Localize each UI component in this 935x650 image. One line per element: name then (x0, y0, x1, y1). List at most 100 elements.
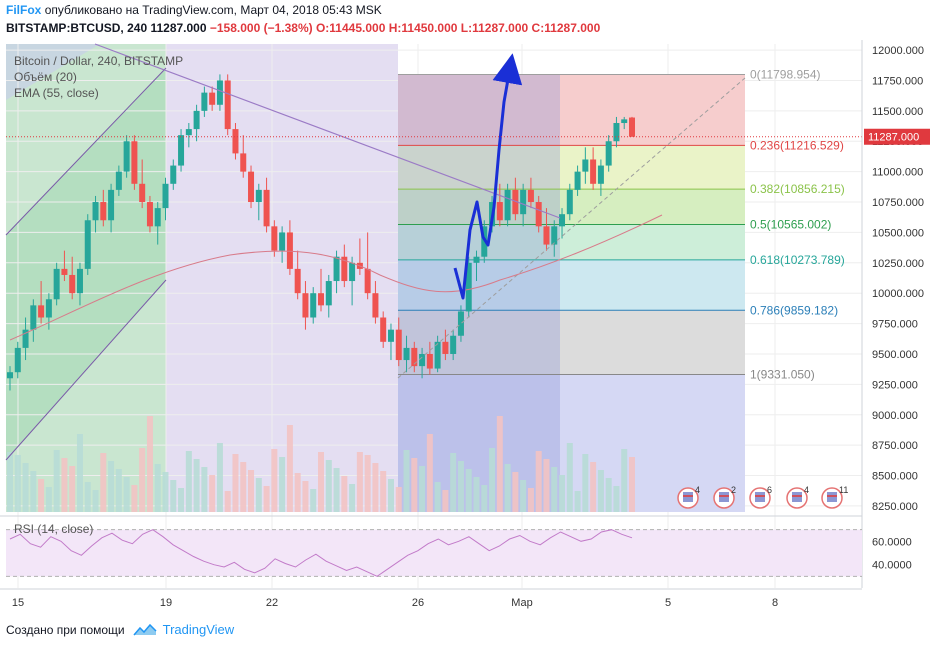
candle (38, 305, 45, 318)
drawing-overlays[interactable] (5, 43, 862, 461)
candle (559, 214, 566, 227)
rsi-band (6, 529, 862, 577)
event-badge-icon[interactable]: 6 (749, 485, 772, 509)
event-badge-icon[interactable]: 4 (677, 485, 700, 509)
event-badge-icon[interactable]: 11 (821, 485, 848, 509)
author-brand[interactable]: FilFox (6, 3, 42, 17)
descending-trendline (94, 43, 561, 219)
volume-bar (621, 449, 628, 512)
rsi-pane: 60.0000 40.0000 (0, 515, 912, 577)
event-badge-count: 11 (839, 485, 848, 495)
volume-bar (61, 458, 68, 512)
volume-bar (178, 488, 185, 512)
volume-bar (240, 462, 247, 512)
time-tick-label: 26 (412, 597, 424, 609)
volume-bar (574, 491, 581, 512)
time-tick-label: 5 (665, 597, 671, 609)
candle (263, 189, 270, 227)
candle (574, 171, 581, 190)
candle (349, 262, 356, 282)
time-axis[interactable]: 15 19 22 26 Мар 5 8 (0, 588, 862, 609)
volume-bar (38, 479, 45, 512)
volume-bar (457, 461, 464, 512)
volume-bar (411, 458, 418, 512)
time-tick-label: 22 (266, 597, 278, 609)
fib-level-label: 0.382(10856.215) (750, 182, 845, 196)
candle (302, 293, 309, 318)
volume-bar (92, 490, 99, 512)
candle (582, 159, 589, 172)
price-tick-label: 12000.000 (872, 45, 924, 57)
candle (380, 317, 387, 342)
volume-bar (185, 451, 192, 512)
volume-bar (566, 443, 573, 512)
price-chart[interactable]: 0(11798.954) 0.236(11216.529) 0.382(10856.… (0, 40, 935, 615)
volume-bar (22, 463, 29, 512)
candle (597, 165, 604, 184)
volume-bar (489, 448, 496, 512)
price-axis[interactable]: 12000.00011750.00011500.00011250.0001100… (861, 40, 930, 588)
event-badges[interactable]: 4 2 6 4 11 (677, 485, 848, 509)
candle (294, 268, 301, 294)
candle (209, 92, 216, 105)
volume-bar (154, 464, 161, 512)
candle (535, 202, 542, 227)
footer: Создано при помощи TradingView (6, 622, 234, 637)
price-tick-label: 9500.000 (872, 349, 918, 361)
tradingview-logo-icon (133, 623, 157, 635)
rsi-label: RSI (14, close) (14, 522, 94, 536)
last-price-text: 11287.000 (150, 21, 207, 35)
candle (240, 153, 247, 172)
candle (286, 232, 293, 269)
candle (387, 329, 394, 342)
volume-bars (7, 416, 635, 512)
volume-bar (248, 470, 255, 512)
candle (7, 372, 13, 379)
volume-bar (310, 489, 317, 512)
high-text: H:11450.000 (388, 21, 458, 35)
ema-line (9, 214, 663, 341)
candle (248, 171, 255, 203)
header-line-1: FilFox опубликовано на TradingView.com, … (6, 3, 382, 17)
header-line-2: BITSTAMP:BTCUSD, 240 11287.000 −158.000 … (6, 21, 600, 35)
event-badge-icon[interactable]: 2 (713, 485, 736, 509)
volume-bar (255, 478, 262, 512)
fib-level-label: 0.5(10565.002) (750, 218, 831, 232)
volume-bar (512, 472, 519, 512)
candle (154, 208, 161, 227)
volume-bar (551, 467, 558, 512)
candle (590, 159, 597, 184)
volume-bar (146, 416, 153, 512)
candle (61, 268, 68, 275)
candle (201, 92, 208, 111)
volume-bar (341, 476, 348, 512)
volume-bar (84, 482, 91, 512)
candle (527, 189, 534, 203)
candle (520, 189, 527, 215)
volume-bar (520, 480, 527, 512)
volume-bar (30, 471, 37, 512)
event-badge-icon[interactable]: 4 (786, 485, 809, 509)
volume-bar (108, 461, 115, 512)
fib-level-label: 0(11798.954) (750, 68, 821, 82)
rsi-tick-label: 60.0000 (872, 536, 912, 548)
volume-bar (76, 434, 83, 512)
rsi-line (9, 529, 633, 577)
candle (100, 202, 107, 221)
volume-bar (115, 469, 122, 512)
candle (30, 305, 37, 330)
volume-bar (318, 452, 324, 512)
candle (613, 123, 620, 142)
fib-level-label: 0.618(10273.789) (750, 253, 845, 267)
candlestick-series[interactable] (7, 74, 635, 391)
volume-bar (403, 450, 410, 512)
price-tick-label: 10250.000 (872, 258, 924, 270)
candle (92, 202, 99, 221)
candle (22, 329, 29, 348)
tradingview-link[interactable]: TradingView (133, 622, 235, 637)
candle (496, 202, 503, 221)
tradingview-label: TradingView (162, 622, 235, 637)
volume-bar (504, 464, 511, 512)
candle (566, 189, 573, 215)
channel-line-upper (5, 67, 167, 236)
